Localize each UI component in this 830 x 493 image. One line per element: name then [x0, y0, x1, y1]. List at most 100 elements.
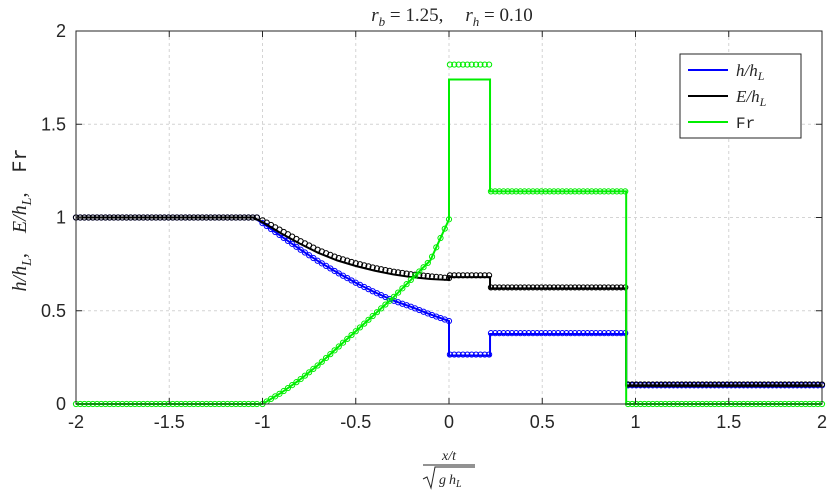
series-1-marker-3-2 [496, 284, 503, 291]
series-2-marker-1-32 [395, 289, 402, 296]
legend-label-text-1: E/h [735, 87, 760, 106]
series-1-marker-2-6 [472, 272, 480, 279]
series-1-marker-0-7 [102, 214, 109, 221]
series-0-marker-3-3 [500, 330, 507, 337]
series-2-marker-1-22 [352, 328, 359, 335]
series-0-marker-1-44 [445, 317, 453, 325]
series-1-marker-0-35 [220, 214, 227, 221]
series-1-marker-4-24 [723, 381, 731, 388]
series-0-marker-2-8 [481, 351, 488, 358]
legend-label-sub-1: L [759, 95, 767, 109]
series-1-marker-4-16 [690, 381, 698, 388]
series-2-marker-1-39 [424, 259, 431, 267]
series-1-marker-4-37 [777, 381, 784, 388]
series-1-marker-1-40 [428, 273, 436, 280]
series-1-marker-3-31 [617, 284, 625, 291]
series-1-marker-0-21 [161, 214, 168, 221]
series-0-marker-3-8 [521, 330, 528, 337]
series-1-marker-0-29 [194, 214, 202, 221]
series-0-marker-1-34 [403, 302, 410, 309]
x-label-den-sub: L [455, 479, 462, 490]
series-1-marker-4-34 [765, 381, 772, 388]
series-0-marker-3-4 [504, 330, 511, 337]
series-1-marker-2-2 [455, 272, 462, 279]
series-2-marker-3-30 [613, 188, 620, 195]
series-1-marker-1-38 [420, 272, 427, 279]
legend-label-1: E/hL [735, 87, 767, 109]
series-0-marker-3-2 [496, 330, 503, 337]
series-2-marker-1-21 [348, 331, 355, 339]
series-2-marker-2-0 [446, 61, 454, 68]
x-tick-label-4: 0 [444, 412, 454, 432]
series-1-marker-0-28 [190, 214, 197, 221]
series-1-marker-3-27 [601, 284, 608, 291]
series-1-marker-0-17 [144, 214, 151, 221]
series-1-marker-4-7 [653, 381, 661, 388]
series-1-marker-1-27 [373, 265, 381, 272]
series-2-marker-3-14 [546, 188, 553, 195]
x-tick-label-2: -1 [254, 412, 270, 432]
series-1-marker-3-15 [550, 284, 558, 291]
x-label-den-h: h [449, 473, 456, 488]
series-2-marker-3-32 [622, 188, 629, 195]
series-2-marker-2-9 [486, 61, 493, 68]
series-1-marker-0-18 [148, 214, 155, 221]
series-1-marker-0-9 [110, 214, 117, 221]
series-0-marker-3-5 [508, 330, 516, 337]
y-label-h-sub: L [20, 258, 35, 267]
series-1-marker-4-46 [814, 381, 821, 388]
series-1-marker-0-38 [232, 214, 239, 221]
series-2-marker-3-5 [508, 188, 516, 195]
series-0-marker-3-25 [592, 330, 599, 337]
series-1-marker-3-18 [563, 284, 570, 291]
series-2-marker-3-31 [617, 188, 625, 195]
series-0-marker-1-42 [437, 314, 444, 322]
series-2-marker-1-13 [314, 362, 321, 369]
series-1-marker-4-20 [707, 381, 714, 388]
series-2-marker-2-1 [451, 61, 458, 68]
series-1-marker-2-0 [446, 272, 454, 279]
series-1-marker-2-4 [464, 272, 471, 279]
series-1-marker-0-30 [199, 214, 206, 221]
series-1-marker-0-14 [131, 214, 138, 221]
series-1-marker-0-16 [140, 214, 147, 221]
y-tick-label-1: 0.5 [41, 301, 66, 321]
series-2-marker-1-26 [369, 312, 376, 320]
series-1-marker-1-19 [339, 256, 347, 263]
y-tick-label-0: 0 [56, 394, 66, 414]
series-0-marker-2-0 [446, 351, 454, 358]
series-2-marker-1-28 [378, 305, 385, 312]
series-1-marker-3-20 [571, 284, 578, 291]
series-1-marker-4-8 [657, 381, 665, 388]
series-2-marker-2-6 [472, 61, 480, 68]
series-0-marker-3-6 [513, 330, 520, 337]
series-0-marker-1-8 [293, 243, 300, 250]
series-1-marker-4-17 [695, 381, 702, 388]
series-2-marker-3-29 [609, 188, 616, 195]
series-2-marker-1-7 [289, 382, 296, 389]
series-1-marker-0-27 [186, 214, 193, 221]
series-1-marker-0-19 [152, 214, 160, 221]
series-2-marker-1-16 [327, 351, 334, 358]
x-tick-label-7: 1.5 [716, 412, 741, 432]
series-1-marker-0-3 [85, 214, 92, 221]
series-2-marker-2-2 [455, 61, 462, 68]
series-1-marker-4-44 [806, 381, 813, 388]
series-1-marker-1-43 [441, 274, 448, 281]
series-1-marker-3-23 [584, 284, 591, 291]
series-2-marker-3-23 [584, 188, 591, 195]
series-1-marker-4-36 [773, 381, 780, 388]
series-1-marker-3-6 [513, 284, 520, 291]
y-label-e: E/h [9, 205, 31, 234]
series-0-marker-3-18 [563, 330, 570, 337]
series-1-marker-3-1 [492, 284, 499, 291]
series-1-marker-1-44 [445, 275, 453, 282]
series-0-marker-3-14 [546, 330, 553, 337]
series-1-marker-0-39 [236, 214, 244, 221]
series-1-marker-1-41 [433, 273, 440, 280]
series-1-marker-3-14 [546, 284, 553, 291]
series-2-marker-1-38 [420, 264, 427, 271]
series-2-marker-1-25 [365, 316, 372, 323]
series-1-marker-3-5 [508, 284, 516, 291]
series-1-marker-2-1 [451, 272, 458, 279]
